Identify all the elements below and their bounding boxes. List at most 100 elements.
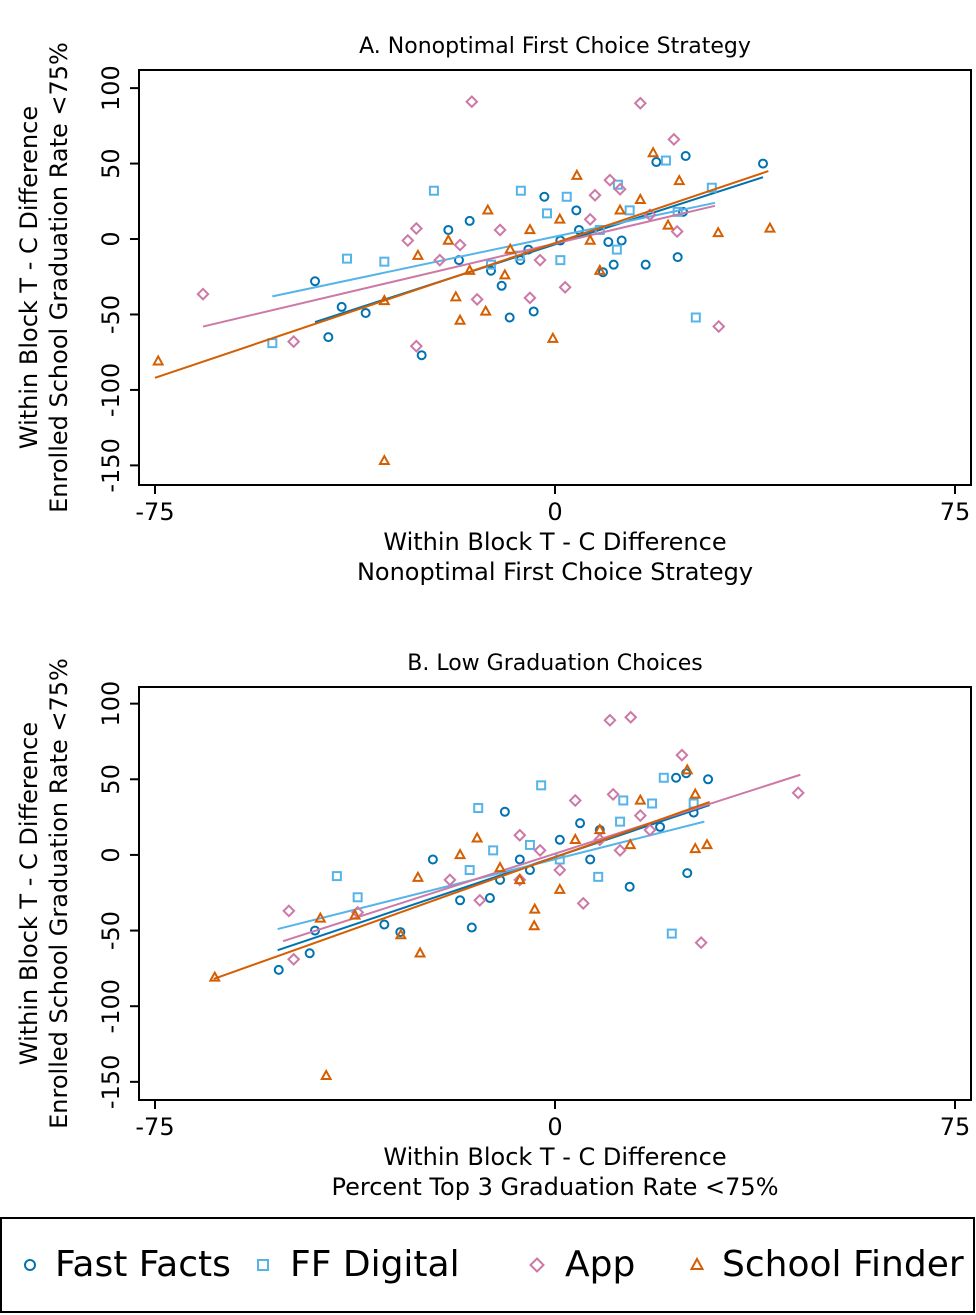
point bbox=[681, 763, 694, 775]
point bbox=[672, 252, 683, 263]
point bbox=[463, 263, 476, 275]
point bbox=[411, 870, 425, 882]
point bbox=[348, 908, 362, 920]
y-tick-label: -100 bbox=[97, 363, 125, 417]
point bbox=[546, 331, 559, 343]
point bbox=[634, 192, 647, 204]
x-tick-label: 75 bbox=[940, 1113, 971, 1141]
point bbox=[593, 871, 604, 882]
point bbox=[486, 259, 496, 270]
point bbox=[401, 233, 415, 248]
point bbox=[528, 306, 539, 317]
fit-line bbox=[213, 801, 711, 980]
point bbox=[568, 793, 582, 808]
x-axis-label: Percent Top 3 Graduation Rate <75% bbox=[332, 1173, 779, 1201]
fit-line bbox=[202, 204, 716, 328]
point bbox=[416, 350, 427, 361]
point bbox=[618, 795, 629, 806]
point bbox=[585, 854, 596, 865]
point bbox=[603, 713, 617, 727]
fit-line bbox=[277, 820, 705, 931]
point bbox=[379, 919, 390, 930]
point bbox=[310, 276, 320, 287]
point bbox=[643, 823, 657, 837]
y-tick-label: -100 bbox=[97, 979, 125, 1033]
x-tick-label: -75 bbox=[135, 1113, 174, 1141]
x-tick-label: -75 bbox=[135, 498, 174, 526]
chart-title: A. Nonoptimal First Choice Strategy bbox=[359, 34, 751, 59]
point bbox=[616, 235, 627, 246]
y-tick-label: -50 bbox=[97, 911, 125, 950]
y-tick-label: 50 bbox=[97, 764, 125, 795]
point bbox=[712, 226, 725, 238]
x-axis-label: Nonoptimal First Choice Strategy bbox=[357, 558, 753, 586]
y-tick-label: 100 bbox=[97, 65, 125, 111]
point bbox=[496, 280, 507, 291]
point bbox=[561, 191, 572, 202]
legend-marker bbox=[24, 1259, 36, 1271]
point bbox=[481, 203, 494, 215]
point bbox=[428, 185, 439, 196]
point bbox=[479, 304, 492, 316]
point bbox=[624, 838, 637, 850]
point bbox=[647, 798, 658, 809]
point bbox=[523, 223, 537, 235]
y-axis-label: Within Block T - C Difference bbox=[15, 106, 43, 449]
point bbox=[208, 970, 221, 982]
point bbox=[493, 861, 507, 873]
point bbox=[569, 832, 582, 844]
point bbox=[152, 354, 165, 366]
point bbox=[524, 839, 535, 850]
point bbox=[598, 267, 608, 278]
point bbox=[647, 146, 660, 158]
point bbox=[498, 268, 511, 280]
point bbox=[660, 155, 671, 166]
x-axis-label: Within Block T - C Difference bbox=[383, 528, 726, 556]
point bbox=[575, 818, 586, 829]
point bbox=[670, 224, 684, 239]
point bbox=[624, 205, 635, 216]
point bbox=[443, 224, 454, 235]
point bbox=[323, 332, 334, 343]
point bbox=[613, 843, 627, 857]
y-tick-label: 50 bbox=[97, 148, 125, 179]
point bbox=[613, 203, 627, 215]
point bbox=[680, 151, 691, 162]
legend-label: Fast Facts bbox=[55, 1244, 231, 1285]
point bbox=[700, 838, 714, 850]
point bbox=[666, 928, 677, 939]
point bbox=[352, 892, 363, 903]
point bbox=[394, 928, 407, 940]
point bbox=[689, 841, 702, 854]
point bbox=[504, 312, 515, 323]
legend-box bbox=[0, 1217, 975, 1313]
legend-label: App bbox=[565, 1244, 635, 1285]
point bbox=[442, 233, 455, 245]
point bbox=[453, 848, 467, 860]
point bbox=[570, 168, 583, 180]
x-tick-label: 75 bbox=[940, 498, 971, 526]
legend-label: School Finder bbox=[722, 1244, 964, 1285]
point bbox=[667, 132, 681, 147]
point bbox=[553, 212, 566, 224]
y-tick-label: 100 bbox=[97, 681, 125, 727]
point bbox=[533, 253, 547, 267]
point bbox=[633, 96, 647, 110]
point bbox=[453, 313, 467, 325]
fit-line bbox=[282, 773, 801, 943]
point bbox=[464, 215, 475, 226]
point bbox=[539, 191, 550, 202]
point bbox=[514, 854, 525, 865]
point bbox=[427, 854, 438, 865]
point bbox=[613, 182, 627, 196]
y-tick-label: -50 bbox=[97, 295, 125, 334]
point bbox=[555, 255, 566, 266]
point bbox=[593, 263, 606, 275]
x-tick-label: 0 bbox=[547, 1113, 562, 1141]
point bbox=[706, 182, 717, 193]
point bbox=[409, 221, 423, 236]
y-axis-label: Enrolled School Graduation Rate <75% bbox=[45, 658, 73, 1129]
point bbox=[488, 845, 499, 856]
